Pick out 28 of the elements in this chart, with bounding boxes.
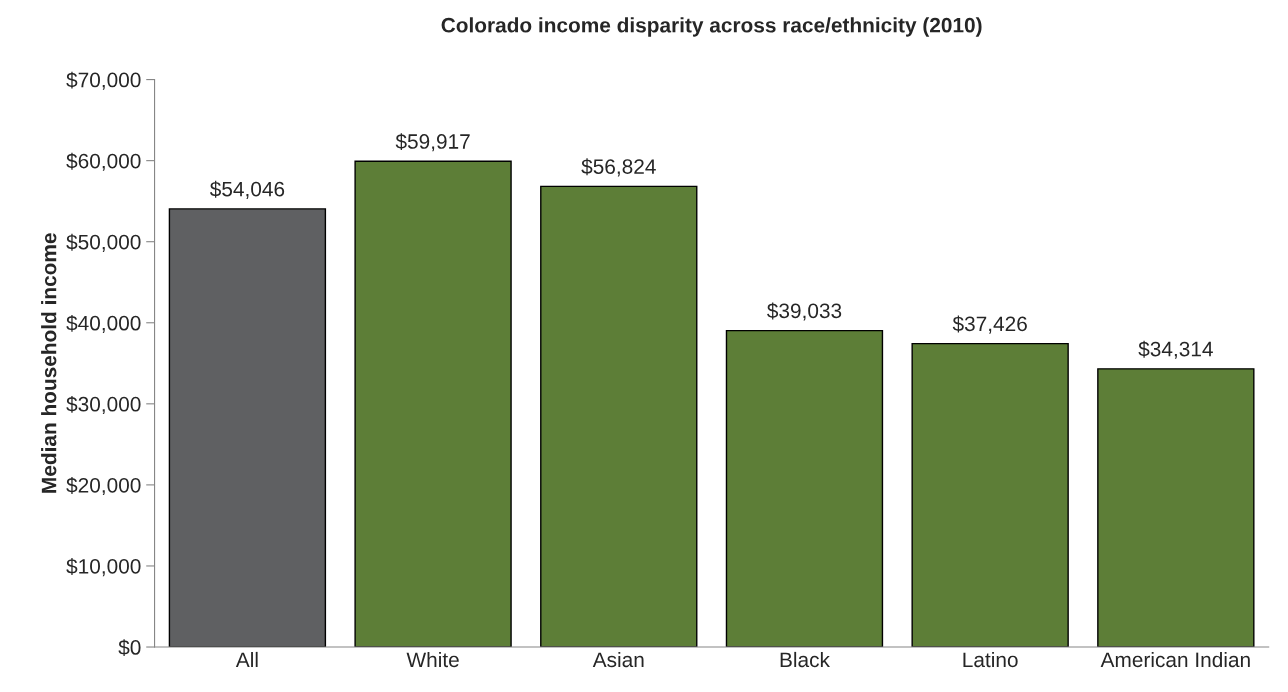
data-label: $34,314 xyxy=(1138,340,1213,359)
y-tick-label: $60,000 xyxy=(66,152,141,171)
y-tick-label: $20,000 xyxy=(66,477,141,496)
data-label: $56,824 xyxy=(581,158,656,177)
y-tick-label: $50,000 xyxy=(66,233,141,252)
bar xyxy=(168,208,327,648)
data-label: $39,033 xyxy=(767,302,842,321)
bar xyxy=(540,185,698,648)
y-tick-label: $40,000 xyxy=(66,314,141,333)
x-tick-label: American Indian xyxy=(1100,651,1250,668)
data-label: $54,046 xyxy=(209,180,285,199)
x-tick-label: Black xyxy=(780,651,830,668)
x-tick-label: All xyxy=(235,651,258,667)
chart-title: Colorado income disparity across race/ethnicity (2010) xyxy=(441,17,982,37)
y-tick-label: $0 xyxy=(118,639,141,657)
y-tick-label: $10,000 xyxy=(66,558,141,577)
bar xyxy=(354,160,512,648)
x-tick-label: Latino xyxy=(963,651,1018,668)
bar xyxy=(725,329,884,648)
bar xyxy=(1097,368,1255,648)
data-label: $59,917 xyxy=(395,133,470,152)
bar xyxy=(911,342,1069,648)
x-tick-label: Asian xyxy=(592,651,644,668)
y-tick-label: $30,000 xyxy=(66,395,141,415)
data-label: $37,426 xyxy=(952,315,1027,334)
x-tick-label: White xyxy=(406,651,459,668)
y-axis-title: Median household income xyxy=(41,233,57,493)
y-tick-label: $70,000 xyxy=(66,71,141,90)
